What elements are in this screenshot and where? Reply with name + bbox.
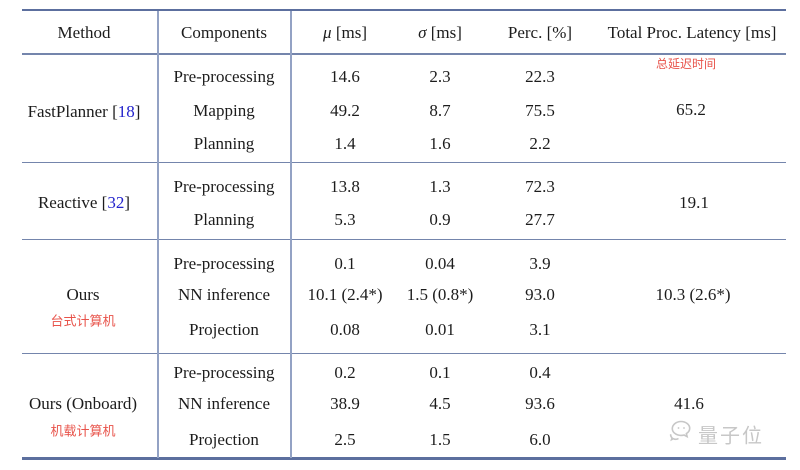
mu-cell: 0.2 bbox=[334, 363, 356, 383]
section-rule-1 bbox=[22, 161, 786, 164]
qbitai-watermark: 量子位 bbox=[668, 418, 764, 450]
component-cell: Pre-processing bbox=[173, 67, 275, 87]
header-method: Method bbox=[57, 23, 111, 43]
method-text: Ours bbox=[66, 285, 100, 305]
total-latency-cell: 10.3 (2.6*) bbox=[655, 285, 731, 305]
method-text: ] bbox=[134, 102, 141, 122]
perc-cell: 93.6 bbox=[525, 394, 555, 414]
header-perc: Perc. [%] bbox=[507, 23, 573, 43]
perc-cell: 0.4 bbox=[529, 363, 551, 383]
method-label-ours: Ours bbox=[66, 285, 99, 305]
total-latency-cell: 19.1 bbox=[679, 193, 709, 213]
mu-cell: 13.8 bbox=[330, 177, 360, 197]
sigma-unit: [ms] bbox=[430, 23, 462, 43]
sigma-cell: 1.6 bbox=[429, 134, 451, 154]
component-cell: Pre-processing bbox=[173, 363, 275, 383]
method-annotation-onboard: 机载计算机 bbox=[50, 423, 116, 439]
mu-cell: 0.08 bbox=[330, 320, 360, 340]
component-cell: NN inference bbox=[177, 285, 271, 305]
sigma-cell: 1.5 bbox=[429, 430, 451, 450]
perc-cell: 3.9 bbox=[529, 254, 551, 274]
header-components: Components bbox=[181, 23, 267, 43]
mu-cell: 49.2 bbox=[330, 101, 360, 121]
perc-cell: 72.3 bbox=[525, 177, 555, 197]
divider-components-data bbox=[290, 11, 292, 458]
sigma-symbol: σ bbox=[418, 23, 427, 43]
sigma-cell: 2.3 bbox=[429, 67, 451, 87]
table-bottom-rule bbox=[22, 457, 786, 460]
total-latency-cell: 41.6 bbox=[674, 394, 704, 414]
header-separator-rule bbox=[22, 53, 786, 55]
mu-cell: 2.5 bbox=[334, 430, 356, 450]
divider-method-components bbox=[157, 11, 159, 458]
component-cell: Planning bbox=[193, 210, 255, 230]
component-cell: Pre-processing bbox=[173, 177, 275, 197]
total-latency-cell: 65.2 bbox=[676, 100, 706, 120]
component-cell: Projection bbox=[189, 430, 259, 450]
sigma-cell: 0.01 bbox=[425, 320, 455, 340]
qbitai-logo-icon bbox=[668, 418, 698, 450]
mu-cell: 38.9 bbox=[330, 394, 360, 414]
sigma-cell: 1.3 bbox=[429, 177, 451, 197]
mu-symbol: μ bbox=[323, 23, 332, 43]
header-mu: μ [ms] bbox=[323, 23, 367, 43]
component-cell: NN inference bbox=[177, 394, 271, 414]
method-label-fastplanner: FastPlanner [18] bbox=[28, 102, 141, 122]
total-latency-annotation: 总延迟时间 bbox=[655, 57, 717, 72]
citation-number: 18 bbox=[117, 102, 135, 122]
sigma-cell: 8.7 bbox=[429, 101, 451, 121]
citation-number: 32 bbox=[107, 193, 125, 213]
component-cell: Pre-processing bbox=[173, 254, 275, 274]
method-annotation-desktop: 台式计算机 bbox=[50, 313, 116, 329]
method-text: Reactive [ bbox=[37, 193, 108, 213]
perc-cell: 2.2 bbox=[529, 134, 551, 154]
perc-cell: 27.7 bbox=[525, 210, 555, 230]
component-cell: Mapping bbox=[193, 101, 255, 121]
mu-cell: 10.1 (2.4*) bbox=[307, 285, 383, 305]
sigma-cell: 0.9 bbox=[429, 210, 451, 230]
sigma-cell: 4.5 bbox=[429, 394, 451, 414]
section-rule-3 bbox=[22, 352, 786, 355]
sigma-cell: 0.04 bbox=[425, 254, 455, 274]
header-sigma: σ [ms] bbox=[418, 23, 462, 43]
mu-cell: 5.3 bbox=[334, 210, 356, 230]
method-text: Ours (Onboard) bbox=[28, 394, 138, 414]
perc-cell: 3.1 bbox=[529, 320, 551, 340]
method-text: ] bbox=[124, 193, 131, 213]
mu-unit: [ms] bbox=[335, 23, 367, 43]
sigma-cell: 0.1 bbox=[429, 363, 451, 383]
mu-cell: 1.4 bbox=[334, 134, 356, 154]
mu-cell: 14.6 bbox=[330, 67, 360, 87]
mu-cell: 0.1 bbox=[334, 254, 356, 274]
method-text: FastPlanner [ bbox=[27, 102, 118, 122]
perc-cell: 22.3 bbox=[525, 67, 555, 87]
section-rule-2 bbox=[22, 238, 786, 241]
method-label-reactive: Reactive [32] bbox=[38, 193, 130, 213]
perc-cell: 75.5 bbox=[525, 101, 555, 121]
component-cell: Planning bbox=[193, 134, 255, 154]
perc-cell: 93.0 bbox=[525, 285, 555, 305]
header-total-latency: Total Proc. Latency [ms] bbox=[607, 23, 777, 43]
sigma-cell: 1.5 (0.8*) bbox=[406, 285, 474, 305]
table-top-rule bbox=[22, 9, 786, 12]
watermark-text: 量子位 bbox=[698, 425, 764, 448]
component-cell: Projection bbox=[189, 320, 259, 340]
perc-cell: 6.0 bbox=[529, 430, 551, 450]
method-label-ours-onboard: Ours (Onboard) bbox=[29, 394, 137, 414]
